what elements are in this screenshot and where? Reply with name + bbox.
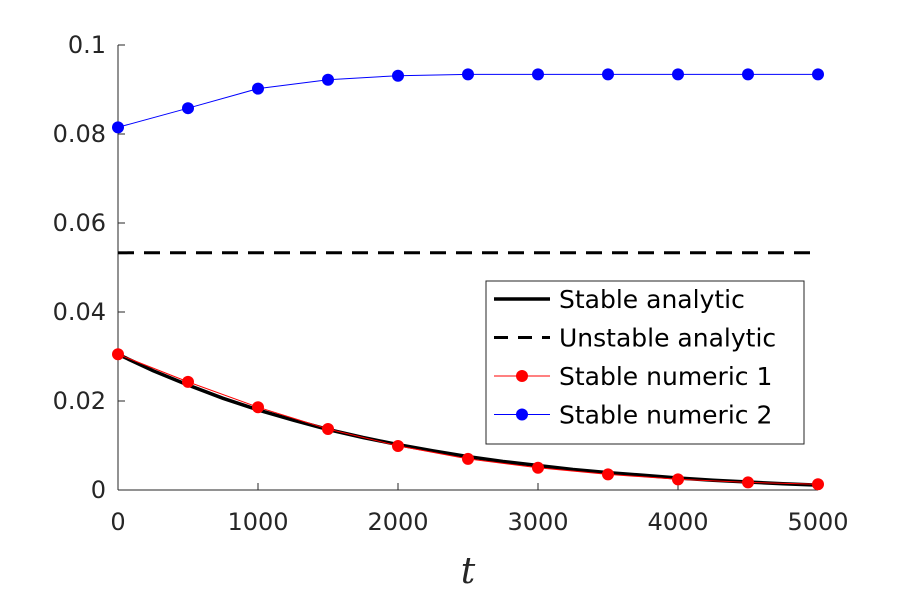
legend-label-stable-analytic: Stable analytic	[559, 285, 745, 314]
data-point-stable-numeric-1	[182, 375, 194, 388]
legend: Stable analytic Unstable analytic Stable n…	[485, 280, 805, 445]
data-point-stable-numeric-1	[252, 401, 264, 414]
y-tick-label: 0	[91, 476, 106, 504]
y-tick-label: 0.06	[53, 209, 106, 237]
legend-label-stable-numeric-2: Stable numeric 2	[559, 401, 772, 430]
y-tick-label: 0.04	[53, 298, 106, 326]
y-tick-label: 0.1	[68, 31, 106, 59]
data-point-stable-numeric-2	[392, 69, 404, 82]
x-tick-label: 2000	[367, 508, 428, 536]
x-axis-label: t	[461, 551, 476, 592]
x-tick-label: 0	[110, 508, 125, 536]
data-point-stable-numeric-2	[532, 68, 544, 81]
data-point-stable-numeric-1	[462, 452, 474, 465]
x-tick-label: 5000	[787, 508, 848, 536]
data-point-stable-numeric-2	[112, 121, 124, 134]
data-point-stable-numeric-2	[672, 68, 684, 81]
y-tick-label: 0.02	[53, 387, 106, 415]
data-point-stable-numeric-2	[252, 82, 264, 95]
data-point-stable-numeric-1	[742, 476, 754, 489]
x-tick-label: 1000	[227, 508, 288, 536]
data-point-stable-numeric-1	[602, 468, 614, 481]
x-tick-label: 4000	[647, 508, 708, 536]
legend-marker-stable-numeric-2	[516, 408, 528, 421]
data-point-stable-numeric-2	[812, 68, 824, 81]
data-point-stable-numeric-2	[742, 68, 754, 81]
data-point-stable-numeric-1	[322, 423, 334, 436]
legend-marker-stable-numeric-1	[516, 370, 528, 382]
data-point-stable-numeric-2	[322, 73, 334, 86]
data-point-stable-numeric-2	[602, 68, 614, 81]
series-layer	[112, 68, 824, 491]
data-point-stable-numeric-1	[672, 473, 684, 486]
data-point-stable-numeric-2	[182, 102, 194, 115]
legend-box	[485, 280, 805, 445]
data-point-stable-numeric-1	[812, 478, 824, 491]
x-tick-label: 3000	[507, 508, 568, 536]
series-line-stable-numeric-2	[117, 73, 818, 128]
data-point-stable-numeric-1	[112, 348, 124, 361]
y-tick-label: 0.08	[53, 120, 106, 148]
data-point-stable-numeric-1	[392, 439, 404, 452]
axes: 0 1000 2000 3000 4000 5000 0 0.02 0.04 0.06 0.08 0.…	[53, 31, 849, 536]
legend-label-stable-numeric-1: Stable numeric 1	[559, 362, 772, 391]
data-point-stable-numeric-2	[462, 68, 474, 81]
data-point-stable-numeric-1	[532, 461, 544, 474]
legend-label-unstable-analytic: Unstable analytic	[559, 324, 776, 353]
